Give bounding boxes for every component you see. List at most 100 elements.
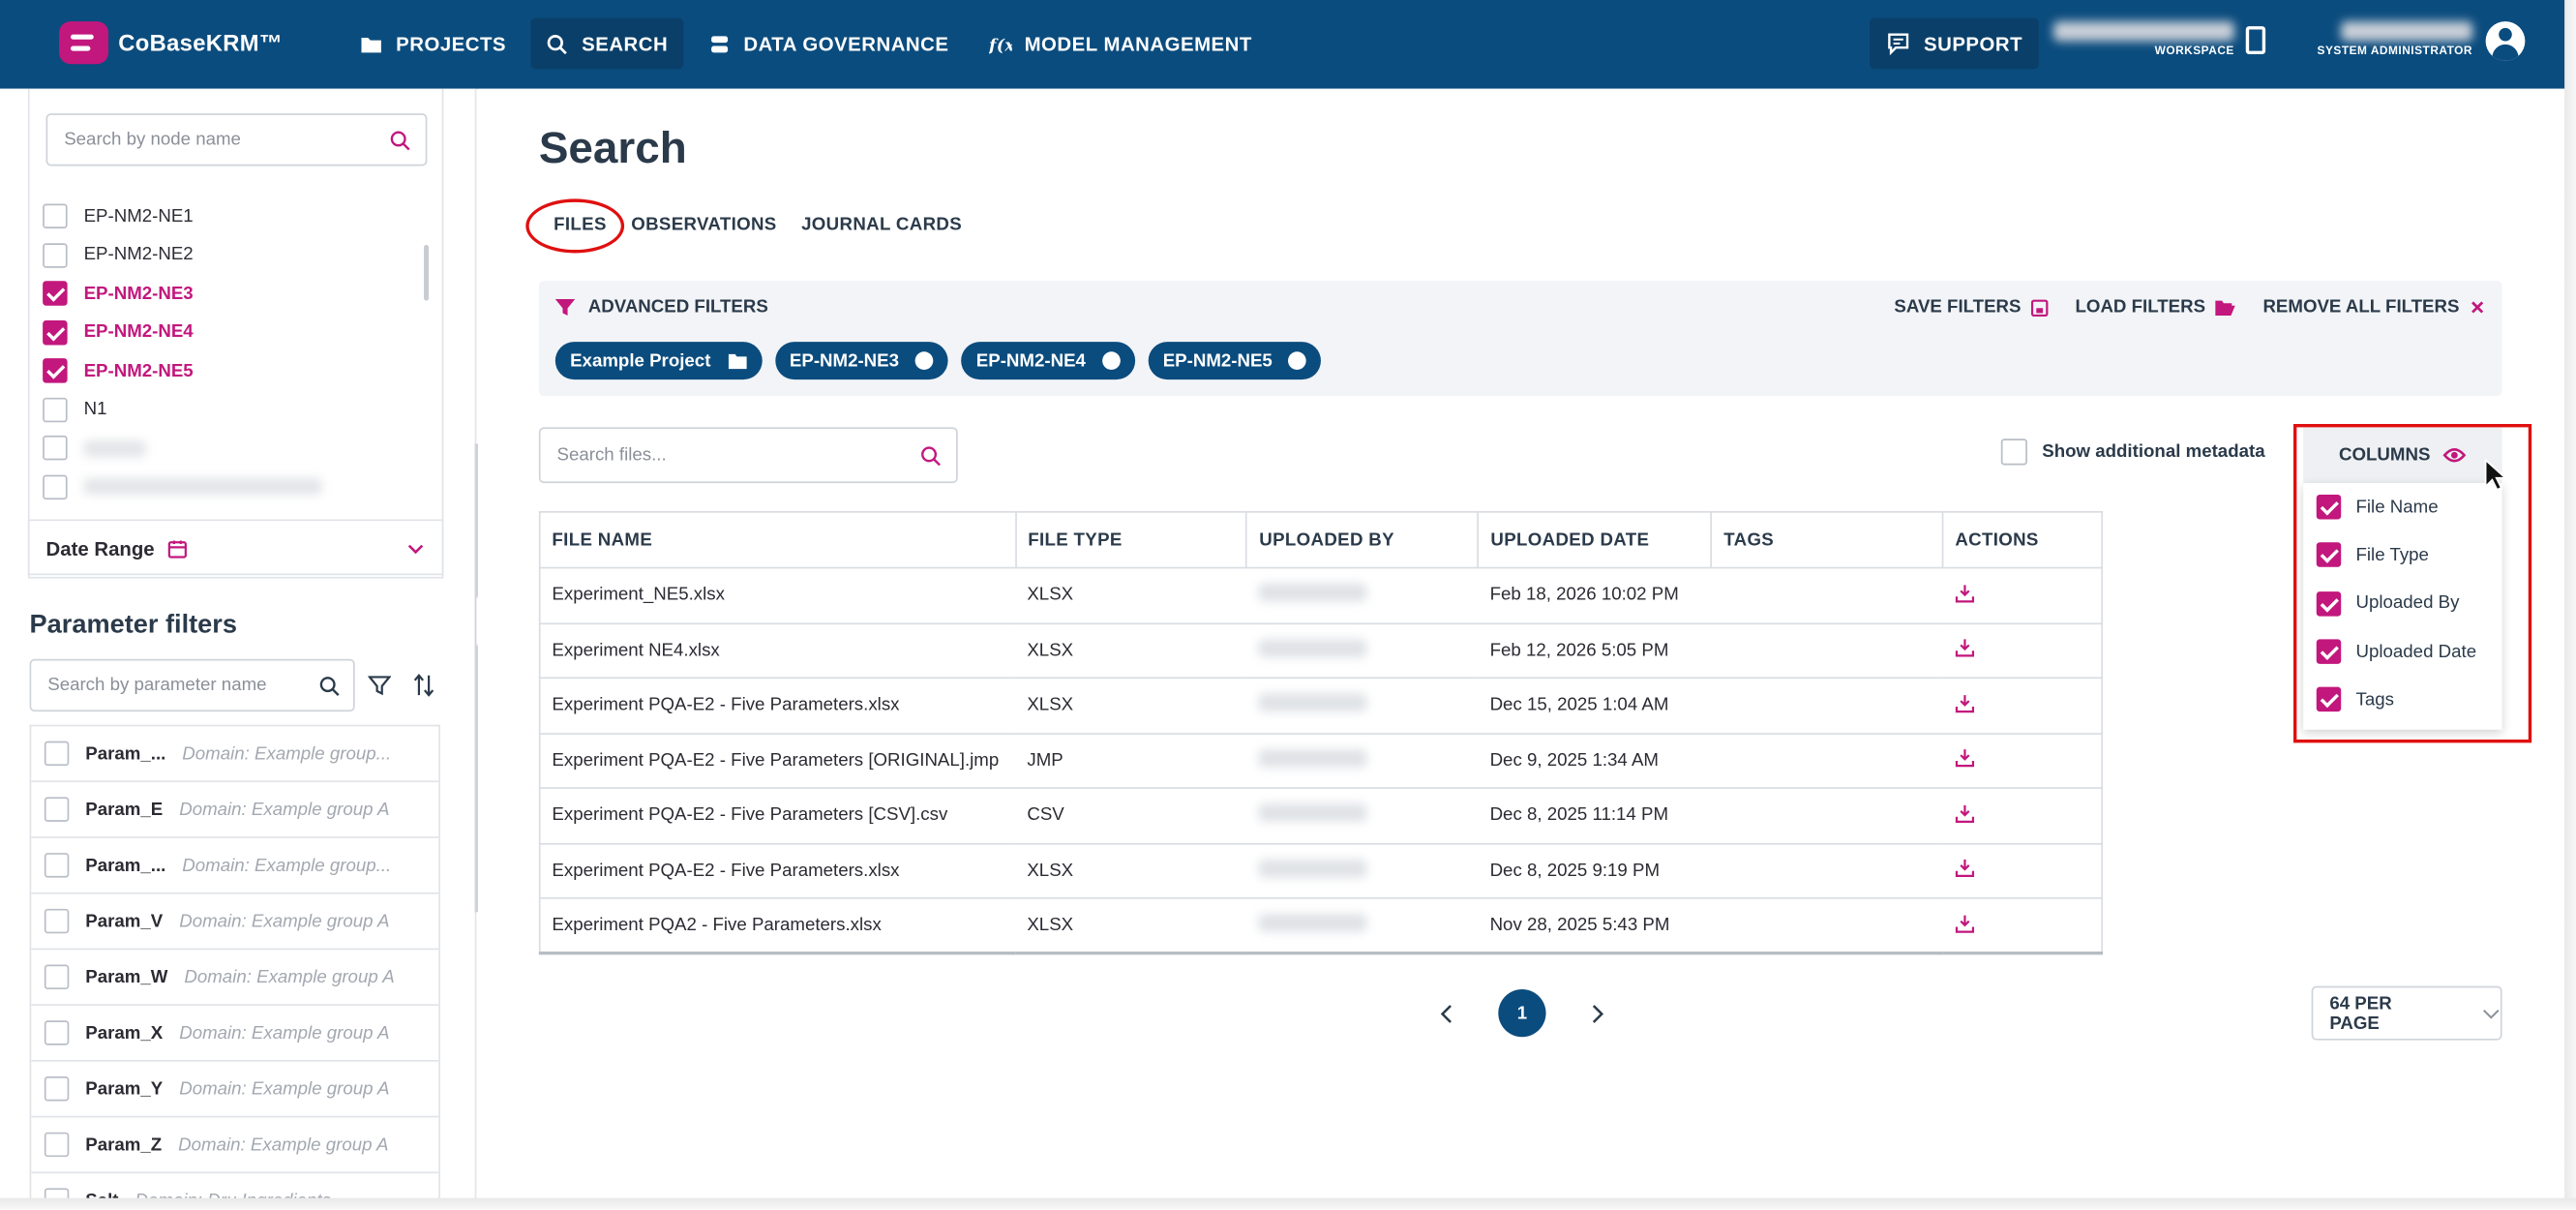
file-name-cell[interactable]: Experiment PQA-E2 - Five Parameters [ORI… xyxy=(538,733,1016,789)
chevron-right-icon[interactable] xyxy=(1589,1003,1605,1023)
column-option[interactable]: Uploaded Date xyxy=(2303,627,2501,676)
show-metadata-toggle[interactable]: Show additional metadata xyxy=(2000,439,2265,466)
table-row[interactable]: Experiment PQA-E2 - Five Parameters.xlsx… xyxy=(538,678,2104,735)
app-logo[interactable]: CoBaseKRM™ xyxy=(59,21,283,65)
filter-icon[interactable] xyxy=(368,674,392,697)
list-item[interactable]: Param_... Domain: Example group... xyxy=(31,838,439,894)
load-filters-button[interactable]: LOAD FILTERS xyxy=(2076,297,2237,318)
chevron-left-icon[interactable] xyxy=(1439,1003,1455,1023)
node-item[interactable]: N1 xyxy=(43,390,420,429)
table-row[interactable]: Experiment NE4.xlsx XLSX Feb 12, 2026 5:05… xyxy=(538,622,2104,680)
filter-chip[interactable]: EP-NM2-NE4 xyxy=(961,342,1135,380)
tab-observations[interactable]: OBSERVATIONS xyxy=(631,215,777,235)
column-checkbox[interactable] xyxy=(2316,542,2342,568)
file-search-input[interactable]: Search files... xyxy=(538,427,958,484)
node-item[interactable]: EP-NM2-NE5 xyxy=(43,351,420,390)
file-name-cell[interactable]: Experiment PQA2 - Five Parameters.xlsx xyxy=(538,897,1016,955)
node-checkbox[interactable] xyxy=(43,397,68,422)
node-checkbox[interactable] xyxy=(43,281,68,307)
download-icon[interactable] xyxy=(1954,693,1974,712)
remove-all-filters-button[interactable]: REMOVE ALL FILTERS xyxy=(2262,297,2485,318)
support-button[interactable]: SUPPORT xyxy=(1869,17,2040,70)
download-icon[interactable] xyxy=(1954,803,1974,823)
parameter-checkbox[interactable] xyxy=(44,1075,70,1102)
file-name-cell[interactable]: Experiment PQA-E2 - Five Parameters.xlsx xyxy=(538,842,1016,899)
workspace-selector[interactable]: WORKSPACE xyxy=(2053,21,2234,57)
file-name-cell[interactable]: Experiment NE4.xlsx xyxy=(538,622,1016,680)
node-checkbox[interactable] xyxy=(43,319,68,346)
tab-journal-cards[interactable]: JOURNAL CARDS xyxy=(801,215,963,235)
node-item[interactable] xyxy=(43,468,420,506)
filter-chip[interactable]: EP-NM2-NE5 xyxy=(1148,342,1322,380)
column-option[interactable]: Uploaded By xyxy=(2303,580,2501,628)
nav-projects[interactable]: PROJECTS xyxy=(345,18,522,70)
download-icon[interactable] xyxy=(1954,748,1974,768)
column-checkbox[interactable] xyxy=(2316,687,2342,712)
list-item[interactable]: Param_E Domain: Example group A xyxy=(31,782,439,838)
list-item[interactable]: Param_V Domain: Example group A xyxy=(31,894,439,951)
list-item[interactable]: Param_... Domain: Example group... xyxy=(31,726,439,783)
download-icon[interactable] xyxy=(1954,859,1974,878)
advanced-filters-toggle[interactable]: ADVANCED FILTERS xyxy=(554,297,768,318)
download-icon[interactable] xyxy=(1954,638,1974,657)
column-option[interactable]: Tags xyxy=(2303,676,2501,724)
node-item[interactable] xyxy=(43,429,420,468)
show-metadata-checkbox[interactable] xyxy=(2000,439,2027,466)
node-checkbox[interactable] xyxy=(43,436,68,461)
column-header-file-name[interactable]: FILE NAME xyxy=(538,510,1017,569)
column-header-tags[interactable]: TAGS xyxy=(1710,510,1944,569)
nav-data-governance[interactable]: DATA GOVERNANCE xyxy=(693,18,964,70)
date-range-toggle[interactable]: Date Range xyxy=(27,519,444,579)
node-item[interactable]: EP-NM2-NE1 xyxy=(43,197,420,236)
list-item[interactable]: Param_Y Domain: Example group A xyxy=(31,1062,439,1118)
file-name-cell[interactable]: Experiment PQA-E2 - Five Parameters [CSV… xyxy=(538,788,1016,844)
parameter-checkbox[interactable] xyxy=(44,797,70,822)
node-checkbox[interactable] xyxy=(43,358,68,383)
user-menu[interactable]: SYSTEM ADMINISTRATOR xyxy=(2308,21,2473,57)
parameter-checkbox[interactable] xyxy=(44,853,70,878)
node-item[interactable]: EP-NM2-NE2 xyxy=(43,236,420,275)
list-item[interactable]: Param_W Domain: Example group A xyxy=(31,950,439,1006)
save-filters-button[interactable]: SAVE FILTERS xyxy=(1894,297,2049,318)
table-row[interactable]: Experiment_NE5.xlsx XLSX Feb 18, 2026 10:0… xyxy=(538,567,2104,624)
node-search-input[interactable]: Search by node name xyxy=(45,113,428,166)
column-checkbox[interactable] xyxy=(2316,590,2342,617)
download-icon[interactable] xyxy=(1954,583,1974,603)
file-name-cell[interactable]: Experiment_NE5.xlsx xyxy=(538,567,1016,624)
filter-chip[interactable]: Example Project xyxy=(554,342,763,380)
building-icon[interactable] xyxy=(2245,26,2266,55)
nav-search[interactable]: SEARCH xyxy=(530,17,683,70)
node-item[interactable]: EP-NM2-NE4 xyxy=(43,313,420,351)
parameter-search-input[interactable]: Search by parameter name xyxy=(29,658,355,712)
column-header-file-type[interactable]: FILE TYPE xyxy=(1014,510,1248,569)
parameter-checkbox[interactable] xyxy=(44,1020,70,1045)
table-row[interactable]: Experiment PQA-E2 - Five Parameters [CSV… xyxy=(538,788,2104,844)
parameter-checkbox[interactable] xyxy=(44,741,70,767)
node-item[interactable]: EP-NM2-NE3 xyxy=(43,275,420,314)
table-row[interactable]: Experiment PQA-E2 - Five Parameters [ORI… xyxy=(538,733,2104,789)
file-name-cell[interactable]: Experiment PQA-E2 - Five Parameters.xlsx xyxy=(538,678,1016,735)
parameter-checkbox[interactable] xyxy=(44,1132,70,1158)
node-list-scrollbar[interactable] xyxy=(424,244,430,301)
node-checkbox[interactable] xyxy=(43,203,68,229)
filter-chip[interactable]: EP-NM2-NE3 xyxy=(774,342,948,380)
sort-icon[interactable] xyxy=(412,674,435,697)
table-row[interactable]: Experiment PQA-E2 - Five Parameters.xlsx… xyxy=(538,842,2104,899)
column-header-uploaded-date[interactable]: UPLOADED DATE xyxy=(1477,510,1713,569)
list-item[interactable]: Param_Z Domain: Example group A xyxy=(31,1117,439,1174)
node-checkbox[interactable] xyxy=(43,474,68,499)
download-icon[interactable] xyxy=(1954,913,1974,932)
parameter-checkbox[interactable] xyxy=(44,908,70,934)
sidebar-resize-handle[interactable] xyxy=(474,443,479,913)
column-checkbox[interactable] xyxy=(2316,639,2342,664)
page-number-button[interactable]: 1 xyxy=(1498,989,1546,1038)
node-checkbox[interactable] xyxy=(43,242,68,268)
parameter-checkbox[interactable] xyxy=(44,964,70,990)
column-option[interactable]: File Type xyxy=(2303,531,2501,580)
columns-button[interactable]: COLUMNS xyxy=(2303,427,2502,484)
nav-model-management[interactable]: f(x) MODEL MANAGEMENT xyxy=(973,18,1267,70)
avatar[interactable] xyxy=(2485,21,2526,61)
list-item[interactable]: Param_X Domain: Example group A xyxy=(31,1006,439,1062)
per-page-select[interactable]: 64 PER PAGE xyxy=(2311,985,2502,1041)
table-row[interactable]: Experiment PQA2 - Five Parameters.xlsx XL… xyxy=(538,897,2104,955)
